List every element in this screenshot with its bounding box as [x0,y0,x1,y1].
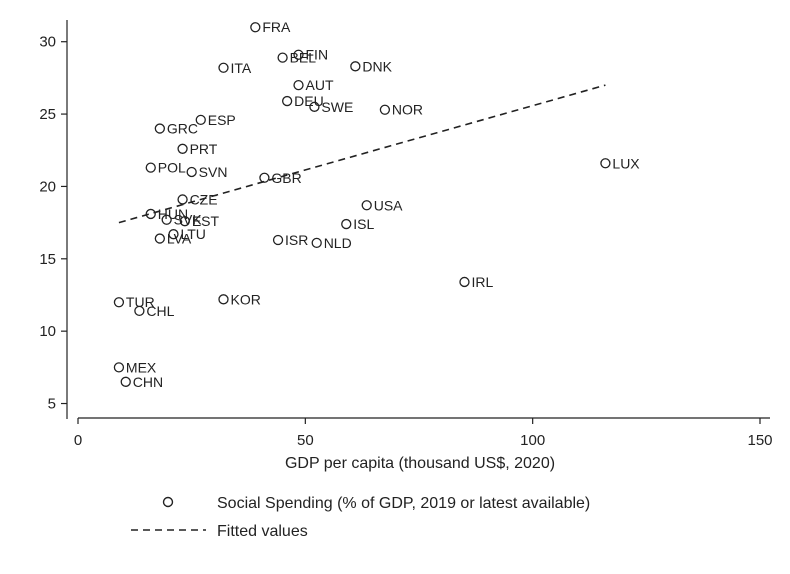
y-tick-label: 10 [39,323,56,340]
data-label-gbr: GBR [271,170,301,186]
data-label-nor: NOR [392,102,423,118]
data-label-kor: KOR [230,291,260,307]
data-label-ita: ITA [230,60,251,76]
data-point-svk [161,214,172,225]
data-label-aut: AUT [306,77,334,93]
data-label-isl: ISL [353,216,374,232]
data-point-swe [309,101,320,112]
data-point-kor [218,294,229,305]
data-label-esp: ESP [208,112,236,128]
legend: Social Spending (% of GDP, 2019 or lates… [131,495,590,540]
data-label-fin: FIN [306,47,329,63]
data-label-hun: HUN [158,206,188,222]
data-label-nld: NLD [324,235,352,251]
data-label-isr: ISR [285,232,308,248]
data-label-bel: BEL [290,50,317,66]
data-point-dnk [350,61,361,72]
data-point-est [179,216,190,227]
data-label-lux: LUX [612,155,640,171]
data-point-fin [293,49,304,60]
data-point-nor [379,104,391,115]
data-point-hun [145,208,156,220]
data-point-aut [293,79,304,91]
data-label-swe: SWE [321,99,353,115]
fitted-line [118,84,606,224]
data-point-deu [281,95,293,107]
data-point-irl [459,276,470,288]
data-point-lux [600,158,611,169]
data-point-cze [177,194,188,205]
data-point-mex [113,362,125,373]
legend-scatter-marker [162,496,174,508]
data-point-lva [154,233,165,244]
data-point-chl [134,305,145,317]
x-tick-label: 0 [74,432,82,449]
data-label-lva: LVA [167,231,192,247]
data-point-isr [272,234,284,246]
data-label-est: EST [192,213,220,229]
data-point-fra [250,22,261,33]
data-label-dnk: DNK [362,58,392,74]
legend-line-label: Fitted values [217,523,308,540]
data-label-cze: CZE [190,191,218,207]
data-point-tur [113,297,125,308]
data-label-chl: CHL [146,303,174,319]
data-label-grc: GRC [167,121,198,137]
axes: 5 10 15 20 25 30 0 50 100 150 [39,20,773,449]
y-tick-label: 25 [39,106,56,123]
data-point-grc [154,123,165,134]
data-point-pol [145,162,156,173]
x-axis-title: GDP per capita (thousand US$, 2020) [285,455,555,472]
data-label-tur: TUR [126,294,155,310]
data-point-isl [341,218,352,230]
y-tick-label: 5 [48,396,56,413]
data-label-deu: DEU [294,93,324,109]
data-label-fra: FRA [262,19,291,35]
data-label-usa: USA [374,197,403,213]
fitted-line-layer [118,84,606,224]
data-point-nld [311,237,322,249]
data-point-ita [218,62,229,73]
data-point-prt [177,143,188,154]
x-tick-label: 50 [297,432,314,449]
data-label-svn: SVN [199,164,228,180]
x-tick-label: 150 [747,432,772,449]
y-tick-label: 20 [39,178,56,195]
data-label-ltu: LTU [180,226,205,242]
data-point-gbr [259,172,270,183]
data-point-usa [361,200,372,211]
x-tick-label: 100 [520,432,545,449]
data-label-prt: PRT [190,141,218,157]
data-label-irl: IRL [471,274,493,290]
y-tick-label: 30 [39,34,56,51]
data-label-chn: CHN [133,374,163,390]
legend-scatter-label: Social Spending (% of GDP, 2019 or lates… [217,495,590,512]
data-point-esp [195,114,206,126]
data-point-bel [277,52,288,63]
data-point-chn [120,376,131,387]
y-tick-label: 15 [39,251,56,268]
data-point-svn [186,166,197,178]
data-label-pol: POL [158,160,186,176]
data-label-mex: MEX [126,359,157,375]
data-point-ltu [168,229,179,240]
